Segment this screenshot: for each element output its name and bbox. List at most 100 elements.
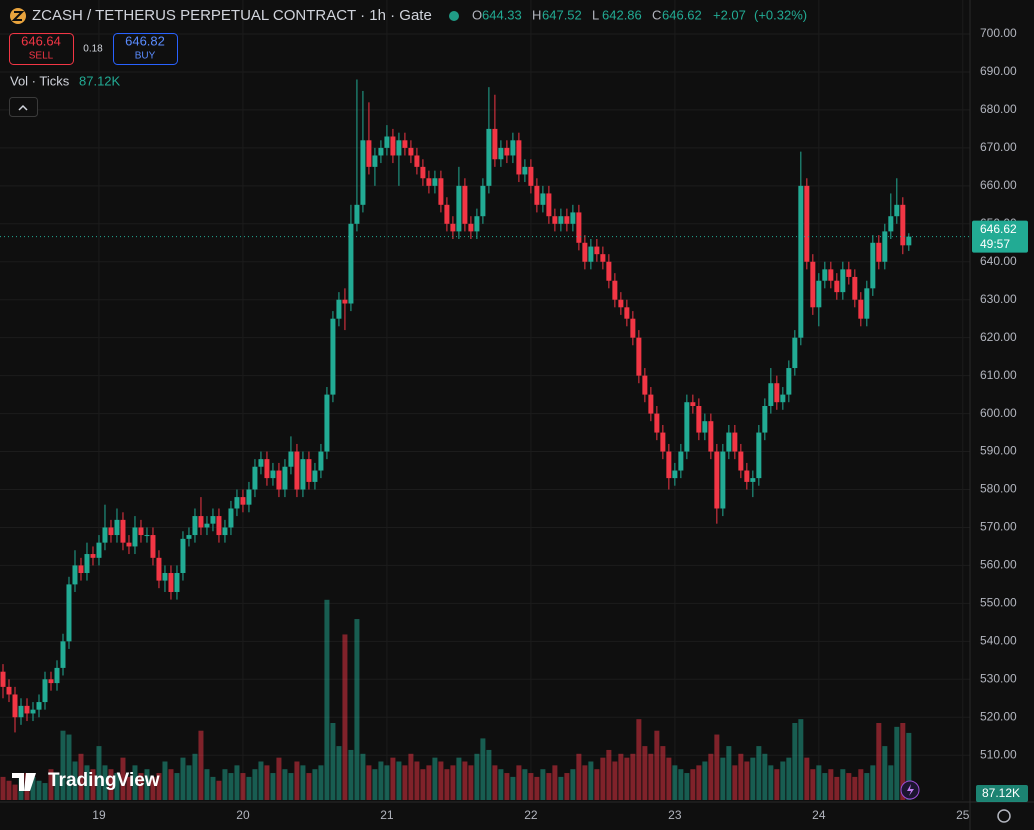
candle-body — [162, 573, 168, 581]
volume-bar — [852, 776, 858, 800]
volume-bar — [798, 719, 804, 800]
volume-bar — [426, 765, 432, 800]
candle-body — [294, 451, 300, 490]
candle-body — [204, 523, 210, 528]
volume-bar — [822, 773, 828, 800]
candle-body — [690, 402, 696, 406]
candle-body — [882, 231, 888, 262]
volume-bar — [534, 776, 540, 800]
candle-body — [888, 216, 894, 232]
buy-label[interactable]: BUY — [135, 51, 156, 62]
volume-bar — [264, 765, 270, 800]
buy-button[interactable] — [113, 33, 178, 65]
volume-bar — [210, 776, 216, 800]
candle-body — [486, 128, 492, 186]
candle-body — [726, 432, 732, 452]
volume-bar — [480, 738, 486, 800]
volume-bar — [564, 773, 570, 800]
candle-body — [36, 702, 42, 710]
volume-bar — [504, 773, 510, 800]
candle-body — [474, 216, 480, 232]
candle-body — [366, 140, 372, 167]
candle-body — [336, 299, 342, 319]
legend-key: C — [652, 7, 661, 22]
candle-body — [96, 542, 102, 558]
candle-body — [552, 216, 558, 224]
candle-body — [906, 236, 912, 246]
volume-bar — [654, 730, 660, 800]
volume-bar — [156, 773, 162, 800]
volume-bar — [792, 723, 798, 800]
candle-body — [864, 288, 870, 319]
symbol-icon-glyph — [11, 11, 25, 21]
countdown: 49:57 — [980, 237, 1010, 251]
volume-bar — [402, 765, 408, 800]
candle-body — [210, 516, 216, 524]
volume-bar — [120, 757, 126, 800]
y-tick-label: 680.00 — [980, 102, 1017, 116]
volume-bar — [342, 634, 348, 800]
candle-body — [240, 497, 246, 505]
candle-body — [66, 584, 72, 642]
volume-bar — [282, 769, 288, 800]
y-tick-label: 640.00 — [980, 254, 1017, 268]
candle-body — [816, 280, 822, 308]
sell-label[interactable]: SELL — [29, 51, 54, 62]
volume-bar — [906, 732, 912, 800]
volume-bar — [66, 734, 72, 800]
volume-bar — [270, 773, 276, 800]
candle-body — [732, 432, 738, 452]
volume-title: Vol · Ticks — [10, 73, 70, 88]
candle-body — [12, 694, 18, 718]
y-tick-label: 530.00 — [980, 671, 1017, 685]
candle-body — [414, 155, 420, 167]
candle-body — [198, 516, 204, 528]
candle-body — [852, 276, 858, 300]
candle-body — [528, 166, 534, 186]
alert-glyph[interactable] — [907, 784, 914, 796]
volume-bar — [96, 746, 102, 800]
candle-body — [42, 679, 48, 703]
volume-bar — [846, 773, 852, 800]
volume-bar — [636, 719, 642, 800]
volume-bar — [198, 730, 204, 800]
candle-body — [402, 140, 408, 148]
candle-body — [480, 185, 486, 217]
candle-body — [774, 383, 780, 403]
volume-bar — [618, 753, 624, 800]
watermark-logo — [12, 773, 36, 791]
candle-body — [636, 337, 642, 376]
candle-body — [126, 542, 132, 547]
candle-body — [822, 269, 828, 281]
volume-bar — [462, 761, 468, 800]
y-tick-label: 540.00 — [980, 634, 1017, 648]
candle-body — [858, 299, 864, 319]
candle-body — [444, 204, 450, 224]
candle-body — [786, 368, 792, 395]
candle-body — [120, 519, 126, 543]
volume-bar — [600, 757, 606, 800]
candle-body — [798, 185, 804, 338]
volume-bar — [240, 773, 246, 800]
volume-bar — [894, 726, 900, 800]
volume-bar — [588, 761, 594, 800]
collapse-icon[interactable] — [18, 104, 28, 111]
candle-layer — [0, 79, 912, 733]
candle-body — [312, 470, 318, 482]
volume-bar — [420, 769, 426, 800]
volume-bar — [72, 761, 78, 800]
volume-bar — [444, 769, 450, 800]
volume-bar — [144, 769, 150, 800]
candle-body — [624, 307, 630, 319]
y-tick-label: 600.00 — [980, 406, 1017, 420]
candle-body — [504, 147, 510, 156]
candle-body — [186, 535, 192, 539]
buy-price[interactable]: 646.82 — [125, 33, 165, 48]
volume-bar — [102, 765, 108, 800]
candle-body — [168, 573, 174, 592]
sell-price[interactable]: 646.64 — [21, 33, 61, 48]
volume-bar — [360, 753, 366, 800]
sell-button[interactable] — [9, 33, 74, 65]
candle-body — [834, 280, 840, 293]
settings-icon[interactable] — [997, 809, 1011, 823]
